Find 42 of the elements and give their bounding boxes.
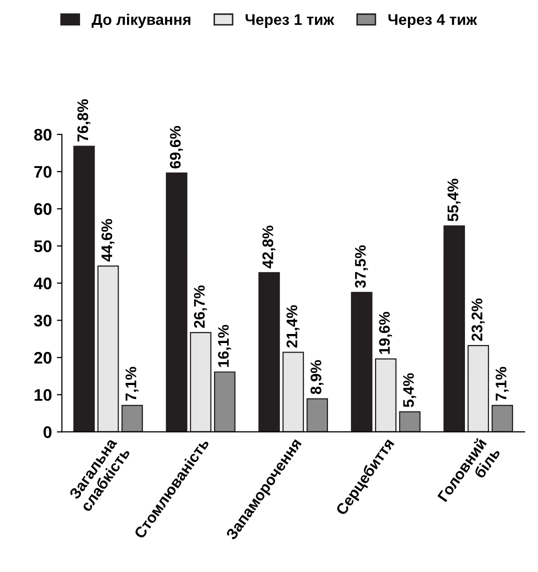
bar [73,146,95,432]
bar [190,332,212,432]
y-tick-label: 60 [34,203,52,215]
y-tick-label: 40 [34,278,52,290]
y-tick-label: 50 [34,240,52,252]
bar [166,172,188,432]
y-tick-label: 30 [34,314,52,327]
legend-label: До лікування [92,14,190,28]
data-label: 76,8% [77,99,90,142]
data-label: 55,4% [448,178,461,222]
data-label: 37,5% [354,245,368,288]
data-label: 7,1% [126,366,139,401]
y-tick-label: 0 [44,426,52,438]
y-tick-label: 80 [34,128,52,141]
bar [97,265,119,432]
legend-label: Через 1 тиж [246,14,334,28]
data-label: 23,2% [472,298,485,341]
data-label: 8,9% [310,360,324,394]
bar [468,345,490,432]
y-tick-label: 20 [34,352,52,364]
data-label: 69,6% [170,126,183,168]
bar [443,225,465,432]
bar [282,352,304,432]
bar [399,411,421,432]
bar [492,404,514,432]
data-label: 42,8% [262,226,276,268]
bar [258,272,280,432]
data-label: 7,1% [496,366,509,401]
y-tick-label: 10 [34,389,52,401]
data-label: 19,6% [379,312,392,354]
bar [306,398,328,432]
data-label: 16,1% [218,324,232,367]
legend-label: Через 4 тиж [388,14,478,28]
y-tick-label: 70 [34,166,52,178]
data-label: 26,7% [194,286,207,328]
bar [121,404,143,432]
data-label: 21,4% [286,305,300,348]
bar [214,371,236,432]
bar [375,358,396,432]
data-label: 5,4% [403,373,416,408]
bar [350,292,372,432]
data-label: 44,6% [101,218,114,262]
